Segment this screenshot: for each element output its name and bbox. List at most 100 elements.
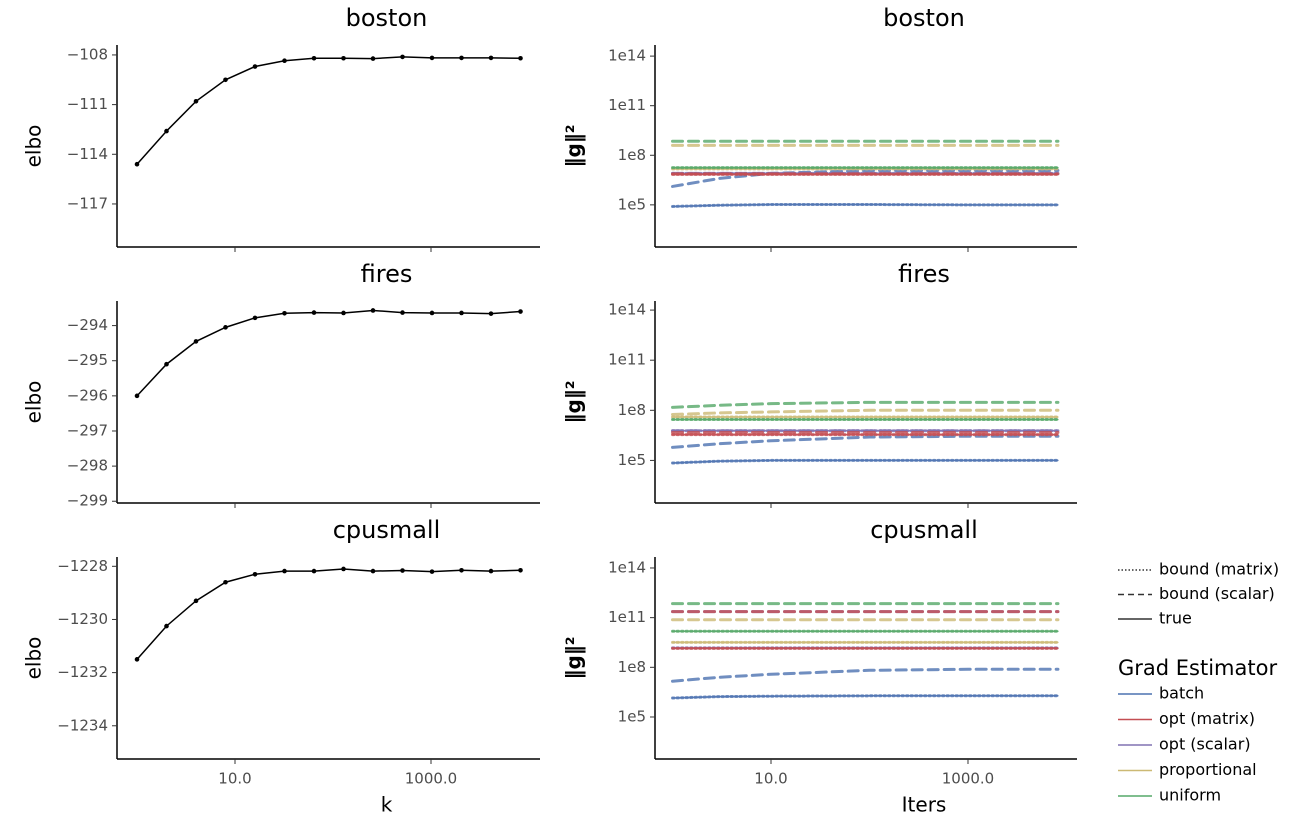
panel-title: boston <box>346 4 428 32</box>
y-tick-label: −299 <box>67 492 108 510</box>
legend-label: uniform <box>1159 786 1221 805</box>
y-tick-label: 1e14 <box>608 47 646 65</box>
point <box>370 308 376 313</box>
panel: fires ‖g‖² 1e14 1e11 1e8 1e5 <box>562 260 1077 508</box>
panel-title: fires <box>898 260 950 288</box>
x-tick-label: 10.0 <box>218 770 251 788</box>
point <box>164 623 169 629</box>
y-tick-label: −114 <box>67 145 108 163</box>
y-axis-label: ‖g‖² <box>562 124 586 167</box>
x-tick-label: 1000.0 <box>405 770 458 788</box>
series-line <box>671 400 1060 409</box>
point <box>488 55 494 61</box>
y-axis-label: elbo <box>22 125 46 168</box>
point <box>193 98 199 104</box>
y-tick-label: 1e8 <box>618 146 646 164</box>
y-axis-label: ‖g‖² <box>562 636 586 679</box>
point <box>459 310 464 316</box>
y-tick-label: −117 <box>67 194 108 212</box>
point <box>164 128 169 134</box>
point <box>429 569 435 574</box>
series-line <box>671 459 1059 464</box>
y-tick-label: −1230 <box>57 610 108 628</box>
y-tick-label: −294 <box>67 316 108 334</box>
y-tick-label: −111 <box>67 95 108 113</box>
point <box>518 567 523 573</box>
point <box>518 309 523 314</box>
point <box>164 361 169 367</box>
point <box>429 310 435 316</box>
legend-label: opt (scalar) <box>1159 735 1251 754</box>
point <box>252 315 258 321</box>
series-line <box>136 568 522 661</box>
series-line <box>136 309 522 397</box>
point <box>311 310 317 315</box>
point <box>518 55 523 61</box>
y-tick-label: 1e11 <box>608 608 646 626</box>
point <box>311 568 317 574</box>
y-tick-label: 1e11 <box>608 96 646 114</box>
point <box>223 579 228 585</box>
point <box>193 339 199 344</box>
y-tick-label: 1e5 <box>618 195 646 213</box>
series-line <box>671 203 1059 208</box>
panel-title: boston <box>883 4 965 32</box>
point <box>488 568 494 574</box>
y-tick-label: 1e14 <box>608 301 646 319</box>
legend-label: opt (matrix) <box>1159 709 1255 728</box>
point <box>252 64 258 69</box>
point <box>282 58 287 64</box>
point <box>400 568 405 573</box>
y-tick-label: 1e8 <box>618 401 646 419</box>
y-axis-label: ‖g‖² <box>562 380 586 423</box>
y-tick-label: −297 <box>67 421 108 439</box>
panel: cpusmall ‖g‖² Iters 1e14 1e11 1e8 1e5 10.0 1000.… <box>562 516 1077 817</box>
point <box>134 657 140 662</box>
panel: fires elbo −294 −295 −296 −297 −298 −299 <box>22 260 540 510</box>
legend-label: bound (matrix) <box>1159 560 1279 579</box>
series-line <box>136 56 522 165</box>
y-tick-label: −1232 <box>57 663 108 681</box>
panel: cpusmall elbo k −1228 −1230 −1232 −1234 10.0 100… <box>22 516 540 817</box>
point <box>400 54 405 60</box>
y-tick-label: 1e5 <box>618 707 646 725</box>
x-axis-label: Iters <box>902 793 947 817</box>
legend-title: Grad Estimator <box>1118 656 1277 680</box>
point <box>134 161 140 167</box>
y-tick-label: −298 <box>67 457 108 475</box>
point <box>223 77 228 83</box>
legend: bound (matrix) bound (scalar) true Grad Est… <box>1118 560 1279 805</box>
point <box>223 325 228 330</box>
point <box>341 566 346 572</box>
y-axis-label: elbo <box>22 637 46 680</box>
point <box>459 55 464 61</box>
panel: boston ‖g‖² 1e14 1e11 1e8 1e5 <box>562 4 1077 252</box>
series-line <box>671 667 1060 683</box>
series-line <box>671 434 1060 449</box>
legend-label: batch <box>1159 684 1204 703</box>
point <box>341 310 346 316</box>
y-tick-label: −108 <box>67 45 108 63</box>
point <box>370 568 376 574</box>
legend-label: proportional <box>1159 760 1257 779</box>
y-tick-label: −1228 <box>57 557 108 575</box>
panel-title: cpusmall <box>333 516 441 544</box>
panel: boston elbo −108 −111 −114 −117 <box>22 4 540 252</box>
point <box>341 55 346 61</box>
x-tick-label: 10.0 <box>754 770 787 788</box>
y-tick-label: −1234 <box>57 716 108 734</box>
point <box>459 567 464 573</box>
series-line <box>671 695 1059 699</box>
point <box>282 568 287 574</box>
point <box>400 310 405 315</box>
panel-title: cpusmall <box>870 516 978 544</box>
y-tick-label: 1e8 <box>618 658 646 676</box>
point <box>193 598 199 604</box>
x-axis-label: k <box>381 793 393 817</box>
point <box>134 393 140 399</box>
y-tick-label: 1e5 <box>618 451 646 469</box>
panel-title: fires <box>361 260 413 288</box>
point <box>488 311 494 316</box>
y-tick-label: 1e14 <box>608 558 646 576</box>
